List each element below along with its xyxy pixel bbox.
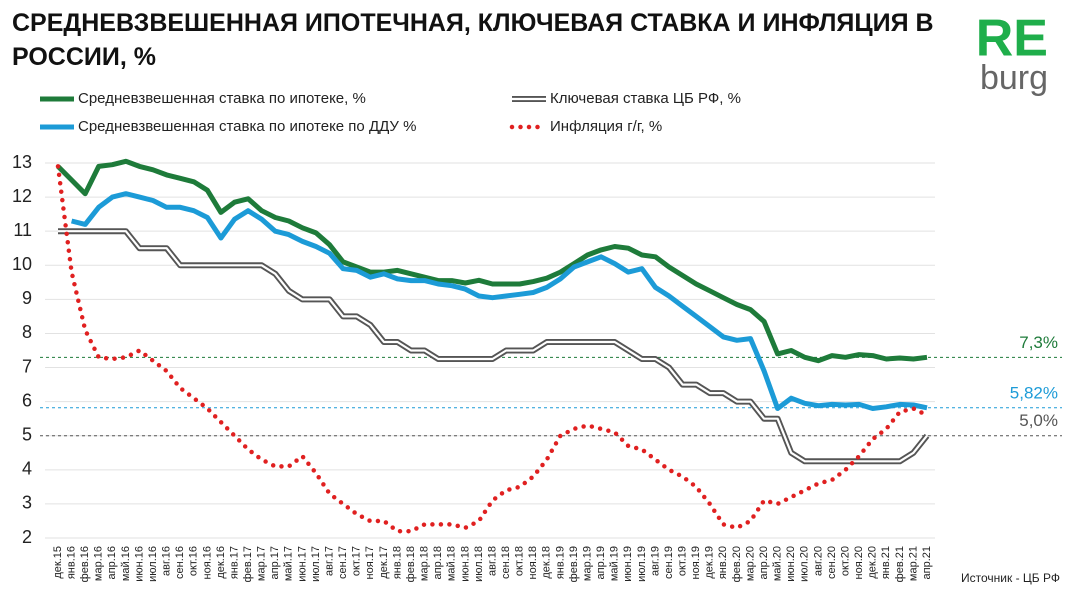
legend-label: Ключевая ставка ЦБ РФ, % — [550, 90, 741, 107]
source: Источник - ЦБ РФ — [961, 571, 1060, 585]
x-tick-label: май.16 — [120, 546, 132, 581]
x-tick-label: авг.17 — [323, 546, 335, 576]
x-tick-label: апр.16 — [106, 546, 118, 579]
x-tick-label: янв.18 — [391, 546, 403, 579]
y-tick-label: 11 — [13, 220, 32, 240]
x-tick-label: май.17 — [283, 546, 295, 581]
x-tick-label: апр.20 — [758, 546, 770, 579]
x-tick-label: июн.16 — [133, 546, 145, 582]
x-tick-label: янв.20 — [717, 546, 729, 579]
x-tick-label: мар.18 — [419, 546, 431, 581]
x-tick-label: окт.16 — [188, 546, 200, 576]
legend-label: Инфляция г/г, % — [550, 118, 662, 135]
x-tick-label: мар.21 — [907, 546, 919, 581]
y-tick-label: 4 — [22, 459, 32, 479]
x-tick-label: дек.18 — [541, 546, 553, 579]
x-tick-label: апр.21 — [921, 546, 933, 579]
x-tick-label: сен.19 — [663, 546, 675, 579]
logo-bottom: burg — [980, 59, 1048, 97]
legend-label: Средневзвешенная ставка по ипотеке, % — [78, 90, 366, 107]
x-tick-label: июл.17 — [310, 546, 322, 582]
x-tick-label: ноя.20 — [853, 546, 865, 579]
y-tick-label: 7 — [22, 356, 32, 376]
logo-top: RE — [976, 10, 1048, 68]
x-tick-label: сен.18 — [500, 546, 512, 579]
x-tick-label: янв.19 — [554, 546, 566, 579]
y-tick-label: 8 — [22, 322, 32, 342]
x-tick-label: окт.18 — [514, 546, 526, 576]
y-tick-label: 9 — [22, 288, 32, 308]
x-tick-label: окт.20 — [839, 546, 851, 576]
y-tick-label: 12 — [12, 186, 32, 206]
x-tick-label: окт.19 — [677, 546, 689, 576]
x-tick-label: мар.20 — [744, 546, 756, 581]
x-tick-label: ноя.17 — [364, 546, 376, 579]
legend-label: Средневзвешенная ставка по ипотеке по ДД… — [78, 118, 416, 135]
x-tick-label: авг.16 — [161, 546, 173, 576]
x-tick-label: дек.15 — [52, 546, 64, 579]
x-tick-label: май.20 — [772, 546, 784, 581]
x-tick-label: май.18 — [446, 546, 458, 581]
x-tick-label: дек.17 — [378, 546, 390, 579]
annotation-label: 5,82% — [1010, 383, 1058, 402]
x-tick-label: фев.16 — [79, 546, 91, 582]
x-tick-label: дек.19 — [704, 546, 716, 579]
x-tick-label: дек.20 — [867, 546, 879, 579]
x-tick-label: ноя.18 — [527, 546, 539, 579]
series-line — [56, 158, 928, 364]
chart-title: СРЕДНЕВЗВЕШЕННАЯ ИПОТЕЧНАЯ, КЛЮЧЕВАЯ СТА… — [12, 9, 934, 71]
y-tick-label: 3 — [22, 493, 32, 513]
x-tick-label: апр.19 — [595, 546, 607, 579]
x-tick-label: май.19 — [609, 546, 621, 581]
x-tick-label: июл.18 — [473, 546, 485, 582]
x-tick-label: окт.17 — [351, 546, 363, 576]
x-tick-label: сен.17 — [337, 546, 349, 579]
x-tick-label: июл.20 — [799, 546, 811, 582]
y-tick-label: 5 — [22, 424, 32, 444]
x-tick-label: фев.17 — [242, 546, 254, 582]
x-tick-label: июл.16 — [147, 546, 159, 582]
y-tick-label: 6 — [22, 390, 32, 410]
y-tick-label: 2 — [22, 527, 32, 547]
x-tick-label: апр.18 — [432, 546, 444, 579]
series-line-inner — [58, 230, 928, 463]
x-tick-label: фев.21 — [894, 546, 906, 582]
series-line — [70, 191, 928, 411]
x-tick-label: апр.17 — [269, 546, 281, 579]
x-tick-label: мар.16 — [93, 546, 105, 581]
x-tick-label: мар.17 — [256, 546, 268, 581]
series-line — [55, 164, 930, 534]
x-tick-label: янв.21 — [880, 546, 892, 579]
x-tick-label: июн.19 — [622, 546, 634, 582]
x-tick-label: июн.18 — [459, 546, 471, 582]
annotation-label: 5,0% — [1019, 411, 1058, 430]
x-tick-label: авг.19 — [649, 546, 661, 576]
x-tick-label: авг.20 — [812, 546, 824, 576]
x-tick-label: июл.19 — [636, 546, 648, 582]
x-tick-label: сен.16 — [174, 546, 186, 579]
x-tick-label: фев.19 — [568, 546, 580, 582]
x-tick-label: фев.18 — [405, 546, 417, 582]
x-tick-label: авг.18 — [486, 546, 498, 576]
annotation-label: 7,3% — [1019, 333, 1058, 352]
x-tick-label: янв.17 — [228, 546, 240, 579]
x-tick-label: фев.20 — [731, 546, 743, 582]
x-tick-label: сен.20 — [826, 546, 838, 579]
x-tick-label: мар.19 — [581, 546, 593, 581]
x-tick-label: дек.16 — [215, 546, 227, 579]
y-tick-label: 13 — [12, 152, 32, 172]
x-tick-label: ноя.19 — [690, 546, 702, 579]
x-tick-label: июн.17 — [296, 546, 308, 582]
x-tick-label: ноя.16 — [201, 546, 213, 579]
x-tick-label: июн.20 — [785, 546, 797, 582]
y-tick-label: 10 — [12, 254, 32, 274]
x-tick-label: янв.16 — [65, 546, 77, 579]
